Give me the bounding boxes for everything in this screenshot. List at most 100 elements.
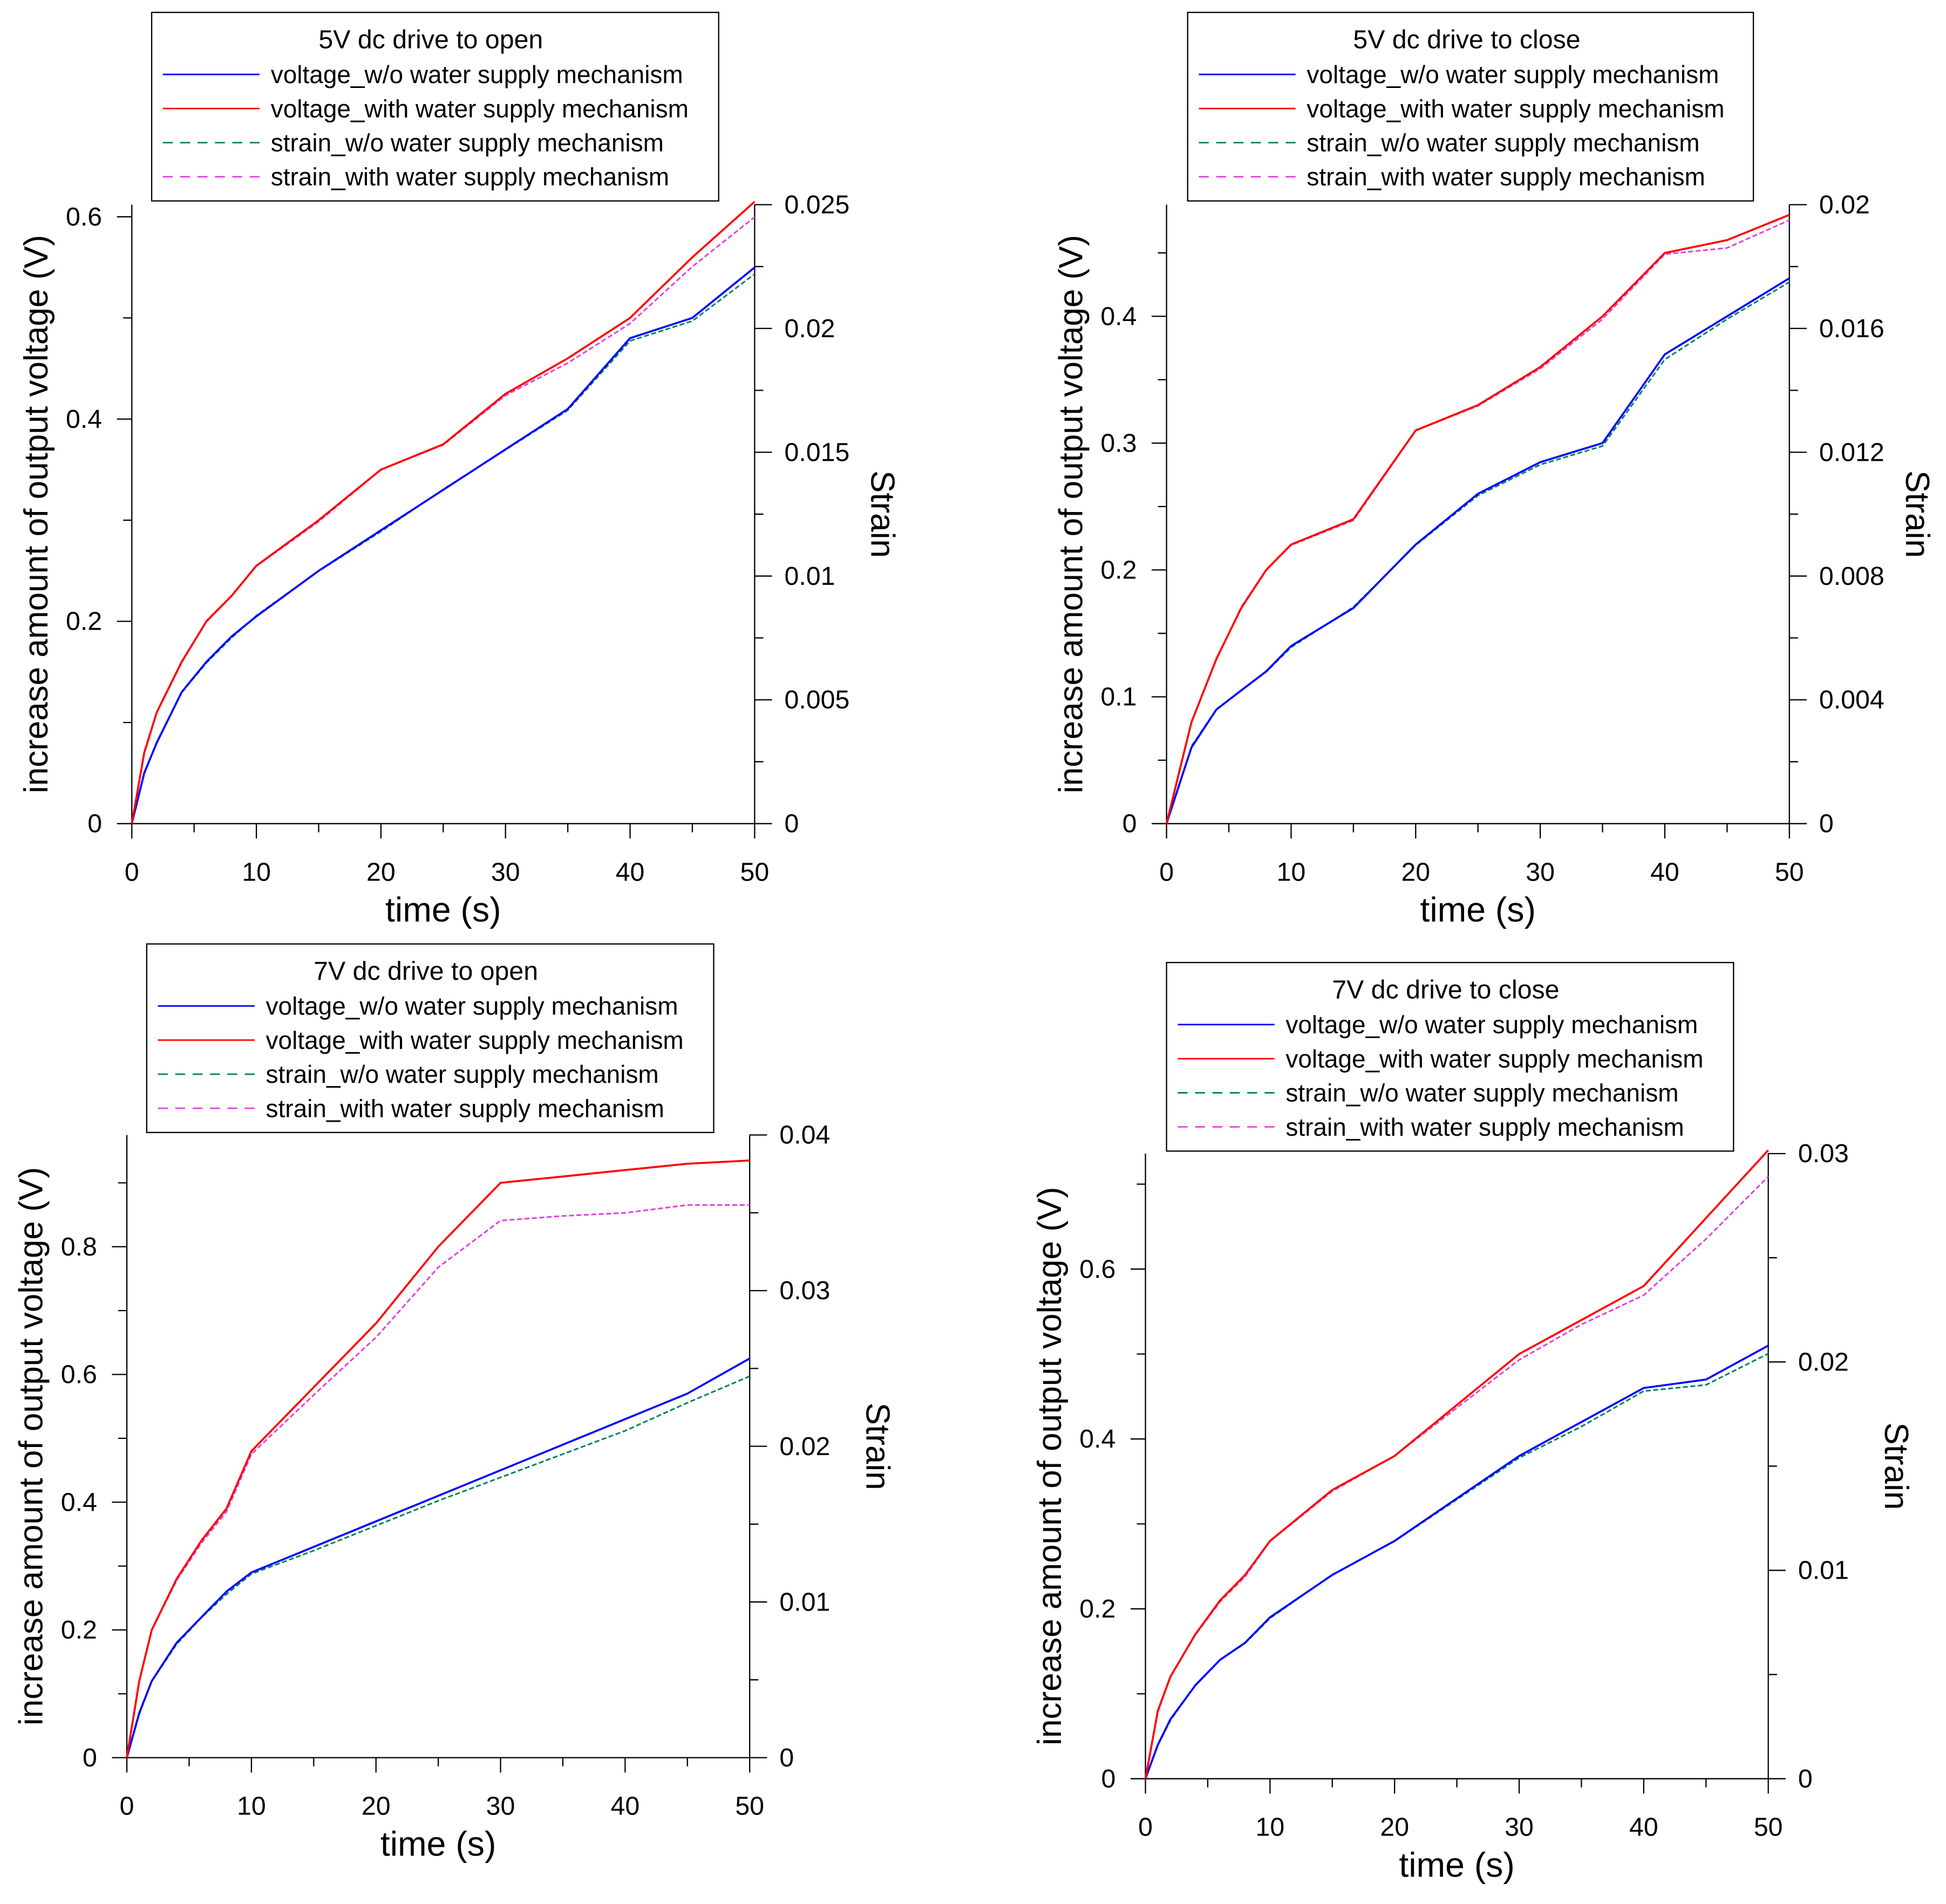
- legend-label: voltage_with water supply mechanism: [271, 94, 689, 122]
- x-axis-title: time (s): [1420, 890, 1536, 929]
- x-tick-label: 40: [611, 1791, 640, 1820]
- x-tick-label: 10: [1277, 857, 1306, 886]
- series-line-4: [131, 216, 756, 824]
- legend: 7V dc drive to close voltage_w/o water su…: [1166, 961, 1734, 1152]
- y2-tick-label: 0.01: [779, 1587, 830, 1616]
- x-tick-label: 0: [120, 1791, 134, 1820]
- x-axis-title: time (s): [385, 890, 501, 929]
- y2-tick-label: 0: [785, 809, 799, 838]
- chart-title: 7V dc drive to open: [314, 957, 538, 986]
- legend-box: [1166, 961, 1734, 1152]
- y-tick-label: 0.6: [66, 202, 102, 231]
- y2-tick-label: 0.02: [1819, 190, 1870, 219]
- legend-label: strain_with water supply mechanism: [1285, 1113, 1684, 1141]
- y2-tick-label: 0.016: [1819, 314, 1884, 343]
- x-tick-label: 40: [1650, 857, 1679, 886]
- y2-axis-title: Strain: [1899, 470, 1936, 558]
- x-tick-label: 20: [366, 857, 396, 886]
- x-tick-label: 20: [1380, 1813, 1409, 1842]
- y2-tick-label: 0.01: [785, 562, 835, 591]
- y-axis-title: increase amount of output voltage (V): [1052, 235, 1090, 793]
- legend: 7V dc drive to open voltage_w/o water sup…: [146, 943, 715, 1134]
- x-axis-title: time (s): [380, 1824, 496, 1863]
- y2-tick-label: 0.012: [1819, 438, 1884, 467]
- y2-tick-label: 0: [779, 1743, 794, 1772]
- legend-label: voltage_with water supply mechanism: [266, 1026, 684, 1054]
- legend-label: voltage_w/o water supply mechanism: [271, 60, 683, 88]
- series-line-2: [126, 1159, 750, 1758]
- legend-label: voltage_w/o water supply mechanism: [1285, 1011, 1698, 1039]
- series-line-1: [131, 267, 756, 824]
- series-line-3: [1145, 1353, 1769, 1779]
- y-tick-label: 0.2: [1100, 555, 1137, 584]
- x-tick-label: 0: [1138, 1813, 1153, 1842]
- legend-label: voltage_with water supply mechanism: [1285, 1045, 1703, 1073]
- legend-label: voltage_w/o water supply mechanism: [266, 992, 678, 1020]
- legend-label: strain_with water supply mechanism: [271, 163, 669, 191]
- legend: 5V dc drive to open voltage_w/o water sup…: [151, 11, 719, 202]
- series-line-1: [126, 1357, 751, 1758]
- y-axis-title: increase amount of output voltage (V): [18, 235, 55, 793]
- x-tick-label: 30: [491, 857, 520, 886]
- x-tick-label: 20: [1401, 857, 1430, 886]
- chart-title: 5V dc drive to open: [318, 25, 543, 54]
- y-tick-label: 0.6: [1079, 1254, 1115, 1284]
- series-line-3: [1166, 281, 1790, 824]
- x-tick-label: 30: [1505, 1813, 1534, 1842]
- legend-label: strain_w/o water supply mechanism: [1307, 128, 1699, 156]
- y2-tick-label: 0.02: [1798, 1347, 1849, 1376]
- legend-box: [1187, 11, 1754, 202]
- chart-panel-1: 0 10 20 30 40 50 0 0.2 0.4 0.6 0 0.005 0.01 0.015 0.02…: [18, 11, 901, 929]
- chart-title: 5V dc drive to close: [1353, 25, 1580, 54]
- x-tick-label: 30: [486, 1791, 515, 1820]
- y2-tick-label: 0.008: [1819, 562, 1884, 591]
- legend-box: [146, 943, 715, 1134]
- y-tick-label: 0.2: [61, 1615, 97, 1644]
- x-tick-label: 50: [735, 1791, 764, 1820]
- legend-label: strain_w/o water supply mechanism: [266, 1060, 659, 1088]
- series-line-3: [131, 273, 756, 824]
- x-tick-label: 10: [242, 857, 271, 886]
- y2-tick-label: 0.025: [785, 190, 850, 219]
- series-line-2: [1144, 1149, 1770, 1779]
- series-line-4: [1145, 1176, 1769, 1779]
- y-tick-label: 0.4: [1100, 302, 1137, 331]
- y-axis-title: increase amount of output voltage (V): [13, 1167, 50, 1725]
- y2-tick-label: 0.015: [785, 438, 850, 467]
- y2-tick-label: 0: [1798, 1764, 1813, 1793]
- y-tick-label: 0.4: [1079, 1424, 1115, 1453]
- y2-tick-label: 0.03: [1798, 1139, 1849, 1168]
- y2-tick-label: 0.005: [785, 685, 850, 714]
- chart-panel-4: 0 10 20 30 40 50 0 0.2 0.4 0.6 0 0.01 0.02 0.03 time (…: [1031, 961, 1915, 1884]
- y-tick-label: 0: [1101, 1764, 1116, 1793]
- x-tick-label: 10: [237, 1791, 266, 1820]
- y2-tick-label: 0.01: [1798, 1556, 1849, 1585]
- y2-tick-label: 0.03: [779, 1276, 830, 1305]
- y2-axis-title: Strain: [859, 1403, 896, 1490]
- x-tick-label: 20: [362, 1791, 391, 1820]
- y-tick-label: 0: [83, 1743, 97, 1772]
- y-axis-title: increase amount of output voltage (V): [1031, 1187, 1069, 1745]
- y2-tick-label: 0.02: [779, 1432, 830, 1461]
- y2-tick-label: 0.02: [785, 314, 835, 343]
- x-tick-label: 10: [1256, 1813, 1285, 1842]
- y-tick-label: 0: [1122, 809, 1137, 838]
- legend-label: voltage_w/o water supply mechanism: [1307, 60, 1719, 88]
- y2-axis-title: Strain: [1877, 1422, 1915, 1510]
- x-tick-label: 30: [1526, 857, 1555, 886]
- y-tick-label: 0: [87, 809, 102, 838]
- y2-tick-label: 0.004: [1819, 685, 1884, 714]
- legend-label: strain_with water supply mechanism: [1307, 163, 1705, 191]
- y2-tick-label: 0: [1819, 809, 1834, 838]
- y-tick-label: 0.4: [66, 405, 102, 434]
- y-tick-label: 0.2: [1079, 1594, 1115, 1623]
- x-tick-label: 50: [740, 857, 770, 886]
- chart-title: 7V dc drive to close: [1332, 975, 1559, 1005]
- chart-panel-2: 0 10 20 30 40 50 0 0.1 0.2 0.3 0.4 0 0.004 0.008 0.012…: [1052, 11, 1936, 929]
- x-tick-label: 50: [1775, 857, 1804, 886]
- y-tick-label: 0.6: [61, 1360, 97, 1389]
- series-line-4: [1166, 219, 1790, 824]
- y-tick-label: 0.1: [1100, 683, 1137, 712]
- series-line-4: [126, 1204, 750, 1758]
